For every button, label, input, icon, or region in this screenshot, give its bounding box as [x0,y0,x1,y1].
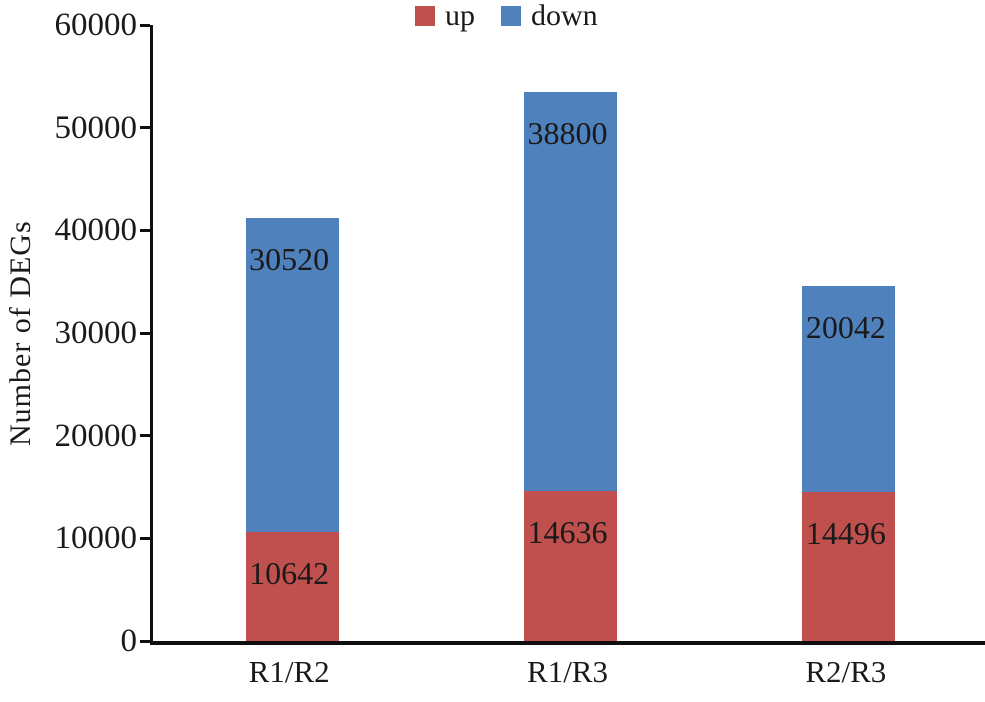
legend-item-up: up [415,1,475,31]
bar-segment-up-R2-R3 [802,492,896,641]
bar-segment-up-R1-R2 [245,531,339,641]
bar-value-label: 14496 [805,515,886,552]
bar-value-label: 38800 [527,115,608,152]
bar-segment-down-R1-R3 [524,92,617,491]
y-tick-mark [140,23,150,27]
y-tick-label: 0 [120,623,138,659]
bar-value-label: 10642 [249,554,330,591]
legend-item-down: down [501,1,598,31]
y-tick-mark [140,434,150,438]
chart-legend: up down [415,1,598,31]
y-tick-mark [140,639,150,643]
x-tick-label: R1/R2 [248,654,330,689]
legend-swatch-up [415,6,435,26]
bar-value-label: 14636 [527,513,608,550]
y-tick-label: 10000 [54,520,138,557]
y-tick-mark [140,228,150,232]
y-tick-label: 60000 [54,7,138,43]
bar-segment-up-R1-R3 [524,490,617,641]
bar-value-label: 20042 [805,309,886,346]
bar-segment-down-R2-R3 [802,286,896,493]
x-tick-label: R1/R3 [527,654,608,689]
y-tick-mark [140,331,150,335]
y-tick-label: 30000 [54,315,138,351]
legend-label: up [445,0,475,32]
y-tick-mark [140,126,150,130]
legend-label: down [531,0,598,32]
y-tick-label: 20000 [54,417,138,454]
legend-swatch-down [501,6,521,26]
y-tick-label: 50000 [54,109,138,146]
y-tick-label: 40000 [54,212,138,249]
x-tick-label: R2/R3 [805,654,887,689]
bar-value-label: 30520 [249,241,330,278]
plot-area [150,25,985,645]
bar-segment-down-R1-R2 [245,218,339,532]
y-tick-mark [140,536,150,540]
